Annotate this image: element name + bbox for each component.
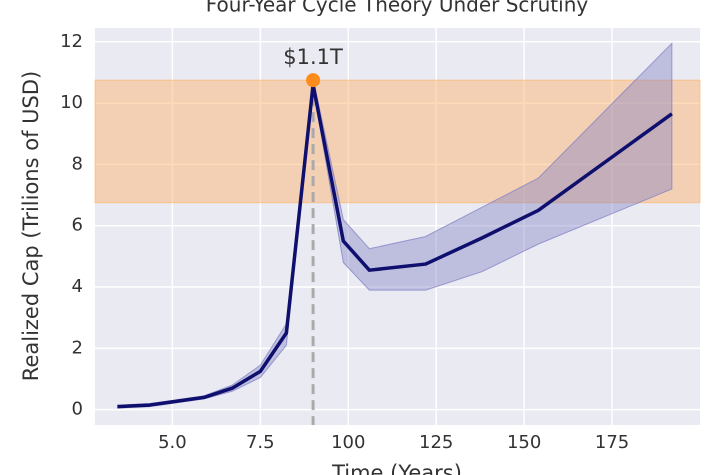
x-tick-label: 175 [595, 432, 629, 453]
y-tick-label: 8 [72, 153, 83, 174]
x-tick-label: 7.5 [246, 432, 275, 453]
y-tick-label: 4 [72, 276, 83, 297]
confidence-band [117, 42, 673, 409]
y-tick-label: 6 [72, 215, 83, 236]
x-axis-label: Time (Years) [331, 461, 462, 475]
plot-background [95, 28, 700, 425]
x-tick-label: 100 [331, 432, 365, 453]
y-tick-label: 12 [60, 31, 83, 52]
chart-title: Four-Year Cycle Theory Under Scrutiny [206, 0, 589, 17]
annotation-label: $1.1T [283, 45, 343, 69]
highlight-band [94, 79, 701, 204]
y-axis-label: Realized Cap (Trilions of USD) [19, 71, 43, 381]
y-tick-label: 2 [72, 337, 83, 358]
x-tick-label: 125 [419, 432, 453, 453]
y-tick-label: 10 [60, 92, 83, 113]
x-tick-label: 150 [507, 432, 541, 453]
annotation-marker [306, 73, 321, 88]
x-tick-label: 5.0 [158, 432, 187, 453]
y-tick-label: 0 [72, 399, 83, 420]
line [117, 82, 673, 409]
